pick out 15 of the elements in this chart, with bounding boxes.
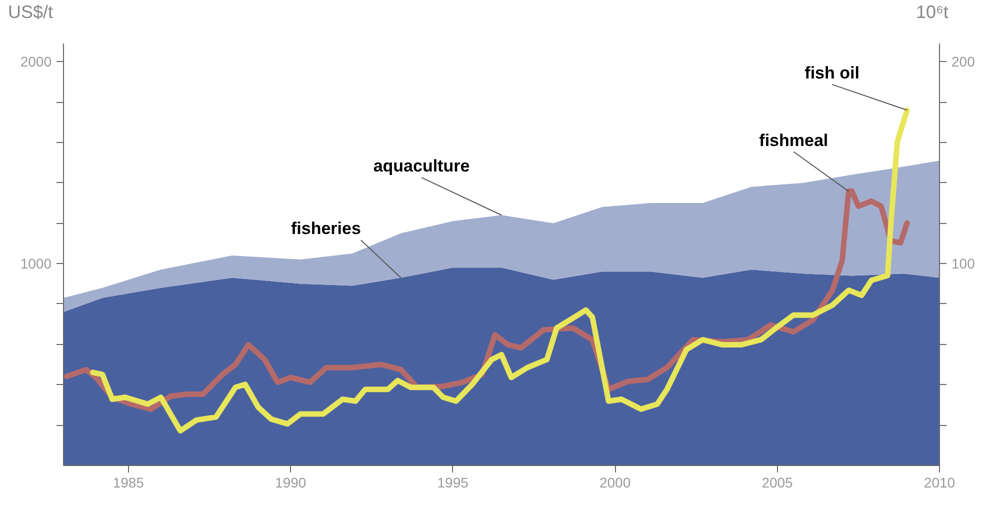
x-tick-label: 2000 <box>599 474 631 490</box>
x-tick-label: 1995 <box>437 474 469 490</box>
x-tick-label: 2010 <box>924 474 956 490</box>
y-tick-label: 1000 <box>20 256 52 272</box>
x-tick-label: 2005 <box>762 474 794 490</box>
y2-tick-label: 200 <box>952 54 976 70</box>
text: fisheries <box>290 219 361 238</box>
y-axis-title: US$/t <box>8 1 54 24</box>
y2-tick-label: 100 <box>952 256 976 272</box>
x-tick-label: 1985 <box>112 474 144 490</box>
text: aquaculture <box>373 156 470 176</box>
x-tick-label: 1990 <box>275 474 306 490</box>
text: fishmeal <box>759 130 828 150</box>
text: fish oil <box>804 63 860 82</box>
y2-axis-title: 10⁶t <box>916 1 948 24</box>
